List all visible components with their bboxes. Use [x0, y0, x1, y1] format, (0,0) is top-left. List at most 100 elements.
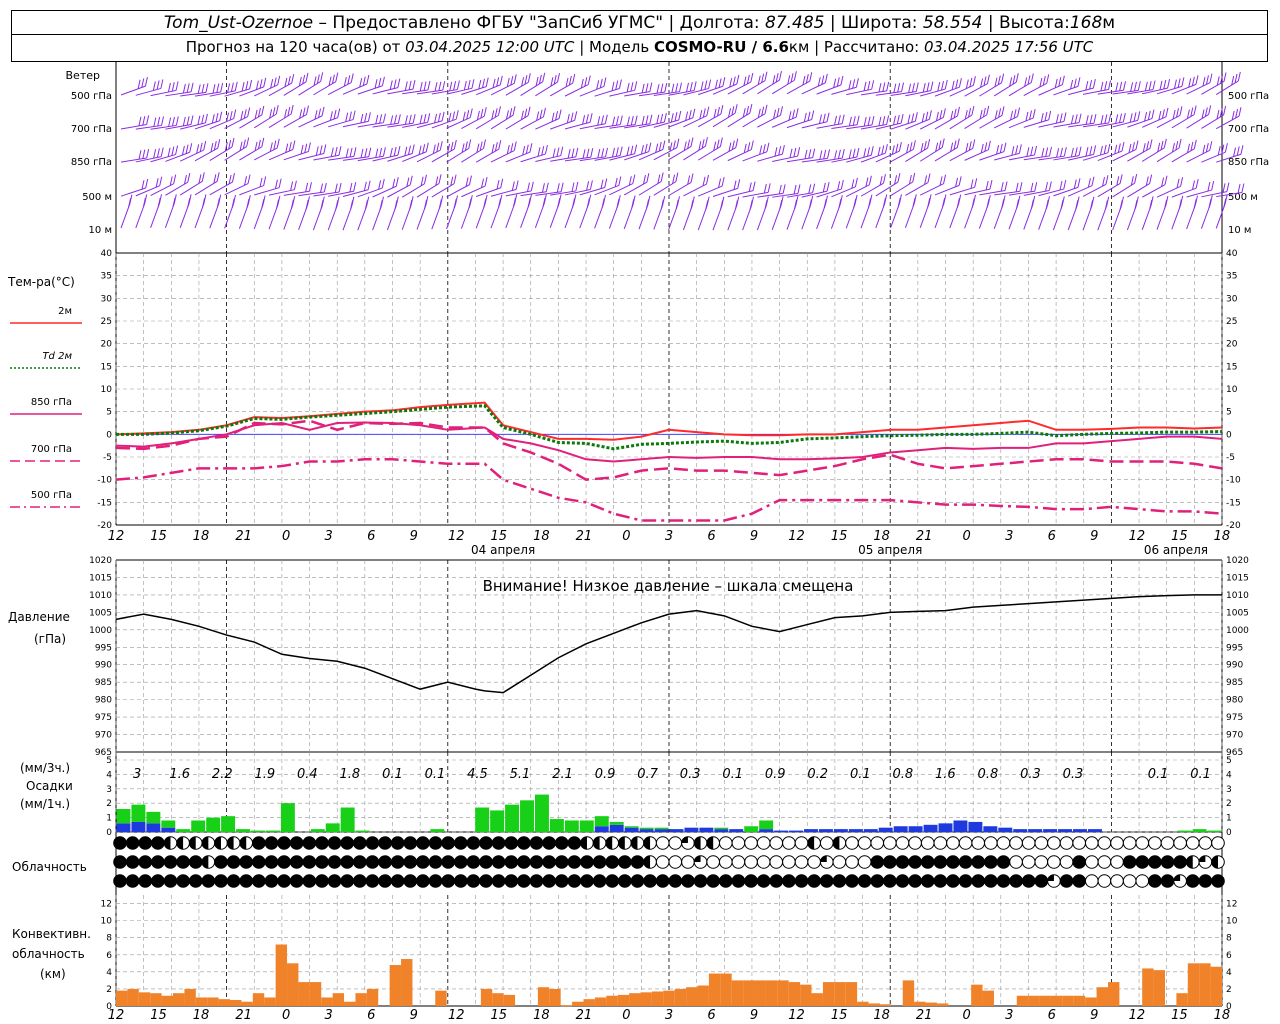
wind-barb-flag — [1148, 81, 1152, 91]
conv-bar — [708, 973, 721, 1006]
wind-barb-flag — [197, 115, 201, 125]
wind-barb-flag — [216, 172, 220, 182]
wind-barb-flag — [1000, 182, 1004, 192]
conv-bar — [435, 990, 447, 1006]
wind-barb-flag — [1040, 113, 1044, 123]
conv-bar — [982, 990, 994, 1006]
wind-barb — [845, 203, 856, 229]
wind-barb-flag — [1030, 199, 1034, 209]
wind-barb-flag — [522, 146, 526, 156]
rain-bar — [161, 820, 176, 828]
wind-barb — [1112, 182, 1135, 198]
wind-barb-flag — [506, 144, 510, 155]
wind-barb-flag — [896, 114, 900, 125]
pres-ytick-left: 1015 — [89, 573, 112, 583]
wind-barb-flag — [492, 78, 496, 88]
wind-barb-flag — [374, 79, 378, 89]
wind-barb-flag — [447, 143, 451, 154]
wind-barb — [564, 121, 591, 130]
wind-barb-flag — [436, 142, 440, 153]
cloud-circle — [479, 874, 493, 888]
wind-barb-flag — [318, 108, 322, 118]
wind-barb — [194, 203, 205, 229]
time-tick-label: 0 — [622, 529, 630, 544]
wind-barb-flag — [491, 144, 495, 154]
wind-barb-flag — [572, 198, 576, 208]
wind-barb-flag — [1104, 81, 1108, 91]
cloud-circle — [264, 855, 279, 869]
wind-barb-flag — [1145, 176, 1149, 186]
cloud-circle — [491, 855, 506, 869]
wind-barb-flag — [1106, 196, 1110, 206]
conv-bar — [1153, 970, 1165, 1006]
wind-barb-flag — [965, 142, 969, 153]
cloud-circle — [996, 836, 1011, 850]
wind-barb — [253, 147, 278, 161]
wind-barb-flag — [513, 74, 517, 84]
wind-barb-flag — [1024, 77, 1028, 87]
wind-barb — [1112, 205, 1122, 231]
cloud-circle — [984, 836, 998, 850]
wind-barb — [1201, 114, 1224, 129]
wind-barb — [120, 85, 146, 96]
wind-barb — [1038, 188, 1064, 197]
wind-barb-flag — [141, 180, 145, 190]
bottom-time-tick: 15 — [831, 1008, 848, 1023]
bottom-time-tick: 3 — [1005, 1008, 1013, 1023]
cloud-circle — [819, 874, 834, 888]
alt-label: | Высота: — [987, 13, 1070, 33]
time-tick-label: 9 — [750, 529, 758, 544]
wind-barb-flag — [1186, 109, 1190, 119]
wind-barb-flag — [825, 195, 828, 205]
wind-barb-flag — [539, 109, 543, 119]
wind-barb-flag — [1025, 111, 1029, 122]
conv-bar — [1107, 982, 1120, 1006]
wind-barb-flag — [246, 137, 250, 147]
conv-bar — [150, 993, 162, 1006]
wind-barb — [550, 156, 576, 162]
wind-barb-flag — [243, 109, 247, 119]
wind-barb — [668, 89, 695, 96]
wind-barb-flag — [1135, 196, 1139, 206]
precip-3h-label: 0.1 — [382, 767, 403, 782]
wind-barb — [1008, 190, 1035, 196]
prec-ytick-right: 3 — [1226, 785, 1232, 795]
wind-barb-flag — [1074, 147, 1078, 157]
wind-barb-flag — [900, 114, 904, 124]
cloud-circle — [441, 874, 455, 888]
wind-barb-flag — [1150, 196, 1154, 206]
cloud-circle — [731, 855, 746, 869]
wind-barb-flag — [908, 174, 912, 185]
wind-barb-flag — [1161, 109, 1165, 119]
wind-barb-flag — [672, 140, 676, 150]
cloud-half — [214, 836, 221, 850]
wind-barb-flag — [1102, 176, 1106, 187]
wind-barb — [387, 88, 414, 95]
wind-barb-flag — [782, 184, 786, 194]
temp-ytick-right: 40 — [1226, 249, 1238, 259]
wind-barb-flag — [160, 79, 164, 89]
wind-barb — [1038, 155, 1065, 161]
wind-barb-flag — [497, 106, 501, 116]
pres-ytick-right: 975 — [1226, 713, 1243, 723]
pres-ytick-right: 1015 — [1226, 573, 1249, 583]
wind-barb-flag — [793, 147, 797, 158]
temp-series-4 — [115, 458, 1223, 522]
prec-ytick-right: 5 — [1226, 756, 1232, 766]
wind-barb-flag — [469, 195, 473, 205]
wind-barb-flag — [641, 83, 645, 94]
cloud-circle — [807, 855, 821, 869]
cloud-circle — [403, 874, 418, 888]
wind-barb — [253, 204, 264, 230]
cloud-half — [164, 836, 171, 850]
wind-barb-flag — [750, 72, 754, 83]
temp-ytick-right: 30 — [1226, 294, 1238, 304]
wind-barb-flag — [542, 197, 546, 208]
cloud-circle — [1160, 836, 1175, 850]
wind-barb-flag — [1093, 145, 1097, 155]
temp-legend-label-1: Td 2м — [42, 351, 72, 362]
wind-barb-flag — [270, 79, 274, 89]
wind-barb — [949, 84, 974, 97]
time-tick-label: 6 — [367, 529, 375, 544]
wind-barb-flag — [1055, 114, 1059, 124]
